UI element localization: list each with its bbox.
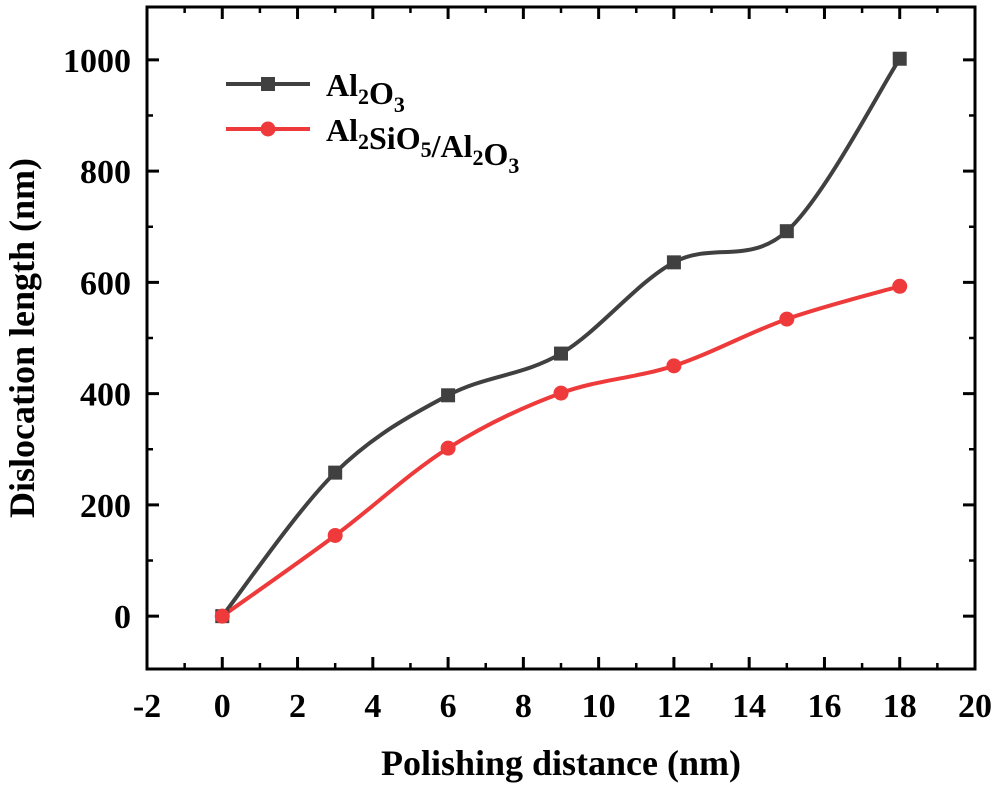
y-tick-label: 800 [80,154,131,191]
series-1-line [220,57,902,618]
series-2-point [779,311,795,327]
legend-marker-1 [261,77,275,91]
x-tick-label: 8 [515,688,532,725]
x-tick-label: 6 [440,688,457,725]
y-tick-label: 0 [114,599,131,636]
legend-marker-2 [260,121,276,137]
y-tick-label: 600 [80,265,131,302]
series-2-point [327,527,343,543]
x-tick-label: 4 [364,688,381,725]
x-tick-label: 10 [582,688,616,725]
x-tick-label: 12 [657,688,691,725]
y-axis-title: Dislocation length (nm) [2,158,42,518]
series-1-point [666,255,681,270]
series-2-point [892,278,908,294]
series-1-point [328,465,343,480]
x-tick-label: -2 [133,688,161,725]
series-1-point [554,346,568,361]
series-2-point [440,440,456,456]
legend-label-2: Al2SiO5/Al2O3 [326,112,519,178]
series-1-point [779,224,794,239]
series-2-point [553,385,569,401]
plot-frame [145,5,977,671]
y-tick-label: 200 [80,488,131,525]
x-tick-label: 14 [732,688,766,725]
series-1-point [892,51,907,66]
x-tick-label: 20 [958,688,992,725]
x-tick-label: 18 [883,688,917,725]
series-2-line [221,284,901,618]
x-tick-label: 0 [214,688,231,725]
series-1-point [441,388,456,403]
y-tick-label: 1000 [63,43,131,80]
x-axis-title: Polishing distance (nm) [381,743,741,783]
x-tick-label: 16 [807,688,841,725]
legend-label-1: Al2O3 [326,67,405,117]
series-2-point [666,358,682,374]
y-tick-label: 400 [80,377,131,414]
x-tick-label: 2 [289,688,306,725]
series-2-point [214,608,230,624]
